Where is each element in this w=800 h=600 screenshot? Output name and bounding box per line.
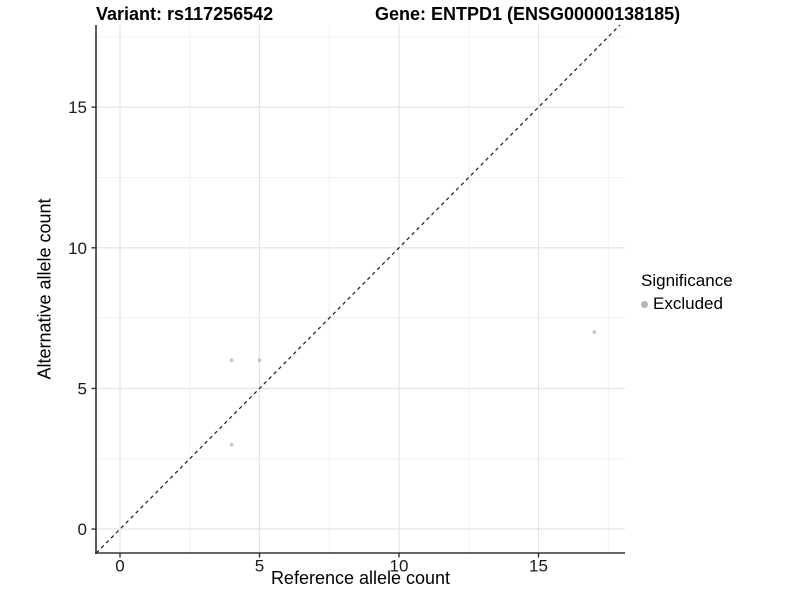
legend-entry-label: Excluded — [653, 294, 723, 313]
y-tick-label: 15 — [68, 98, 87, 117]
y-axis-title: Alternative allele count — [34, 198, 55, 380]
legend-entry-excluded: Excluded — [641, 294, 733, 314]
y-tick-label: 0 — [78, 520, 87, 539]
data-point — [257, 358, 262, 363]
data-point — [229, 442, 234, 447]
x-tick-label: 15 — [529, 557, 548, 576]
x-tick-label: 0 — [115, 557, 124, 576]
y-tick-label: 5 — [78, 379, 87, 398]
x-axis-title: Reference allele count — [270, 568, 451, 588]
x-tick-label: 5 — [255, 557, 264, 576]
identity-reference-line — [95, 24, 621, 554]
y-tick-label: 10 — [68, 239, 87, 258]
plot-title-gene: Gene: ENTPD1 (ENSG00000138185) — [375, 4, 681, 24]
legend-title: Significance — [641, 271, 733, 290]
x-tick-label: 10 — [390, 557, 409, 576]
excluded-point-marker-icon — [641, 300, 648, 308]
plot-title-variant: Variant: rs117256542 — [96, 4, 274, 24]
data-point — [229, 358, 234, 363]
legend: Significance Excluded — [641, 271, 733, 314]
data-point — [592, 330, 597, 335]
